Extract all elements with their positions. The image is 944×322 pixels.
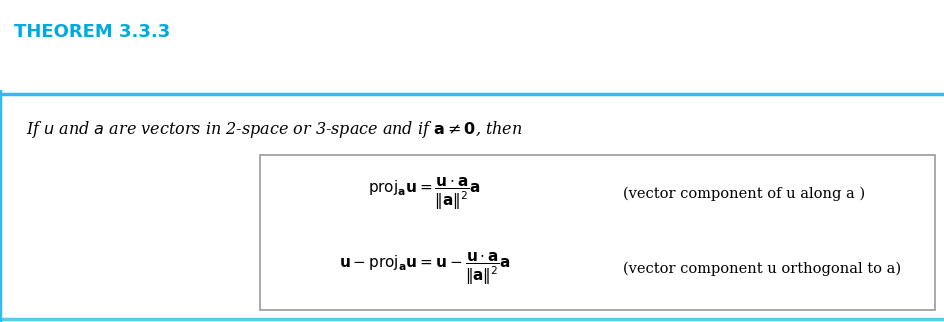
Text: $\mathbf{u} - \mathrm{proj}_{\mathbf{a}}\mathbf{u} = \mathbf{u} - \dfrac{\mathbf: $\mathbf{u} - \mathrm{proj}_{\mathbf{a}}… bbox=[339, 250, 511, 287]
FancyBboxPatch shape bbox=[260, 155, 935, 310]
Text: (vector component of u along a ): (vector component of u along a ) bbox=[623, 187, 865, 201]
Text: THEOREM 3.3.3: THEOREM 3.3.3 bbox=[14, 23, 171, 41]
Text: If $\mathit{u}$ and $\mathit{a}$ are vectors in 2-space or 3-space and if $\math: If $\mathit{u}$ and $\mathit{a}$ are vec… bbox=[26, 119, 523, 140]
Text: $\mathrm{proj}_{\mathbf{a}}\mathbf{u} = \dfrac{\mathbf{u} \cdot \mathbf{a}}{\|\m: $\mathrm{proj}_{\mathbf{a}}\mathbf{u} = … bbox=[368, 176, 481, 212]
Text: (vector component u orthogonal to a): (vector component u orthogonal to a) bbox=[623, 261, 902, 276]
